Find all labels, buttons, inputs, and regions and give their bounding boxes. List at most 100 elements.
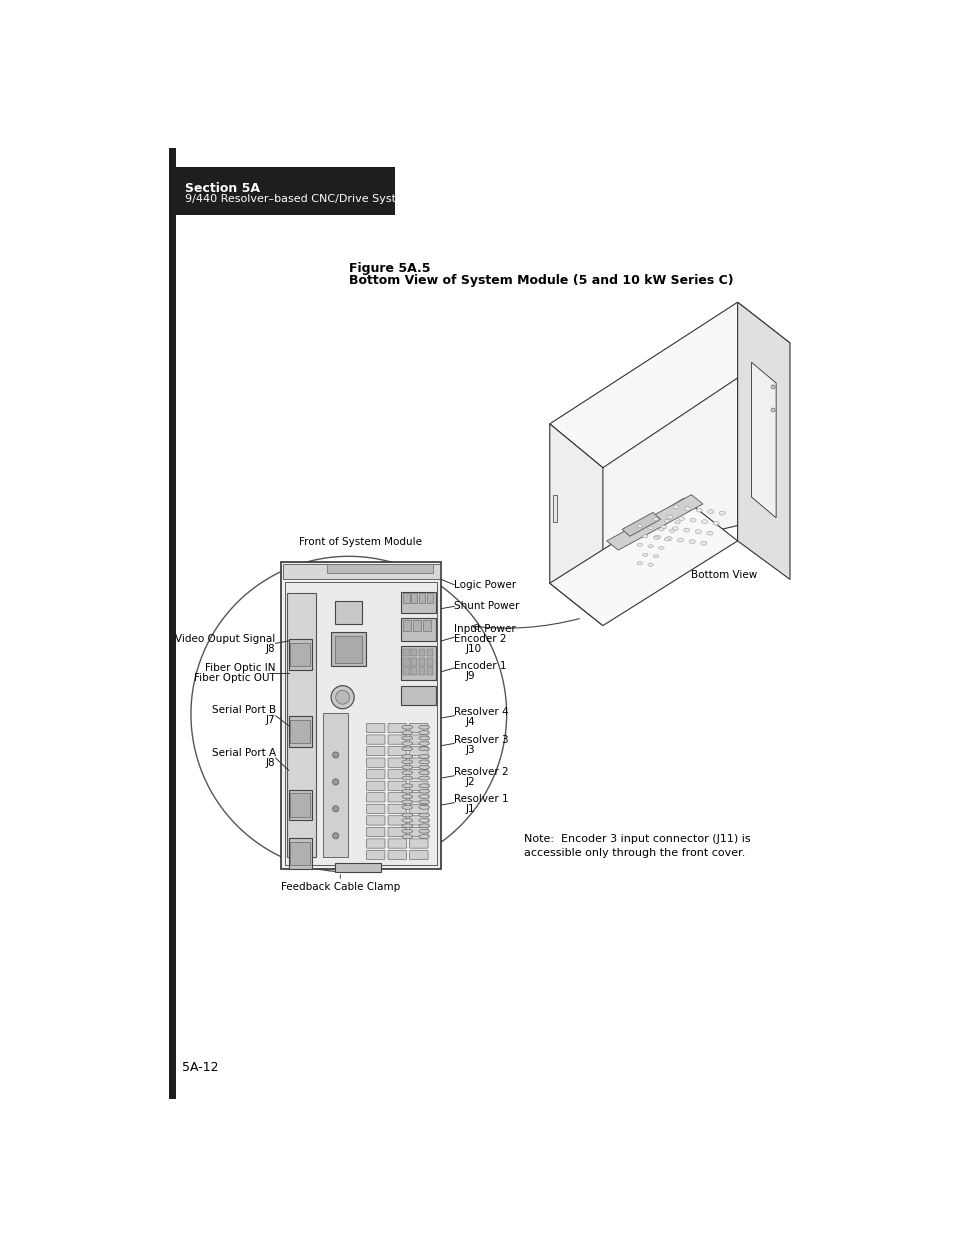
Ellipse shape: [401, 784, 413, 788]
Bar: [335, 636, 361, 662]
FancyBboxPatch shape: [409, 758, 428, 767]
Ellipse shape: [401, 800, 413, 804]
Polygon shape: [737, 314, 781, 566]
Text: 5A-12: 5A-12: [181, 1061, 218, 1073]
FancyBboxPatch shape: [366, 782, 385, 790]
FancyBboxPatch shape: [388, 724, 406, 732]
Bar: [323, 713, 348, 857]
Ellipse shape: [637, 562, 642, 564]
FancyBboxPatch shape: [409, 769, 428, 779]
Text: Bottom View: Bottom View: [691, 571, 757, 580]
Text: Resolver 4: Resolver 4: [454, 706, 508, 716]
FancyBboxPatch shape: [409, 782, 428, 790]
FancyBboxPatch shape: [409, 827, 428, 836]
Ellipse shape: [401, 725, 413, 729]
Ellipse shape: [663, 520, 669, 522]
Circle shape: [770, 408, 774, 412]
Ellipse shape: [401, 794, 413, 799]
Bar: [426, 648, 433, 656]
FancyBboxPatch shape: [366, 839, 385, 848]
Ellipse shape: [401, 813, 413, 816]
FancyBboxPatch shape: [366, 735, 385, 745]
FancyBboxPatch shape: [366, 724, 385, 732]
Ellipse shape: [401, 755, 413, 758]
Bar: [400, 685, 436, 705]
Ellipse shape: [647, 526, 653, 530]
Text: Front of System Module: Front of System Module: [298, 537, 421, 547]
FancyBboxPatch shape: [388, 804, 406, 814]
FancyBboxPatch shape: [388, 735, 406, 745]
Bar: [281, 562, 440, 869]
Bar: [411, 658, 416, 666]
Ellipse shape: [418, 755, 429, 758]
FancyBboxPatch shape: [409, 839, 428, 848]
Ellipse shape: [653, 555, 658, 558]
Ellipse shape: [688, 540, 695, 543]
Bar: [290, 842, 310, 864]
FancyBboxPatch shape: [388, 746, 406, 756]
Ellipse shape: [401, 760, 413, 763]
Bar: [289, 716, 312, 747]
Ellipse shape: [401, 766, 413, 769]
Ellipse shape: [658, 527, 663, 531]
Circle shape: [333, 779, 338, 785]
Circle shape: [333, 805, 338, 811]
Ellipse shape: [689, 519, 696, 522]
FancyBboxPatch shape: [388, 758, 406, 767]
Ellipse shape: [700, 520, 707, 524]
Ellipse shape: [707, 510, 713, 514]
FancyBboxPatch shape: [366, 851, 385, 860]
Polygon shape: [549, 499, 737, 626]
FancyBboxPatch shape: [388, 816, 406, 825]
Ellipse shape: [677, 538, 683, 542]
Text: Serial Port A: Serial Port A: [212, 747, 275, 757]
Text: Fiber Optic IN: Fiber Optic IN: [205, 663, 275, 673]
FancyBboxPatch shape: [388, 839, 406, 848]
Ellipse shape: [418, 784, 429, 788]
Ellipse shape: [642, 535, 647, 537]
Ellipse shape: [700, 541, 706, 545]
Ellipse shape: [401, 805, 413, 809]
Ellipse shape: [401, 819, 413, 823]
Text: Feedback Cable Clamp: Feedback Cable Clamp: [280, 882, 399, 892]
Text: Encoder 2: Encoder 2: [454, 635, 506, 645]
Ellipse shape: [712, 521, 719, 525]
Ellipse shape: [418, 776, 429, 781]
Bar: [426, 593, 433, 603]
Bar: [411, 593, 416, 603]
FancyBboxPatch shape: [388, 851, 406, 860]
Text: J7: J7: [266, 715, 275, 725]
Ellipse shape: [401, 731, 413, 735]
FancyBboxPatch shape: [409, 816, 428, 825]
Circle shape: [333, 752, 338, 758]
Ellipse shape: [418, 835, 429, 839]
Text: Encoder 1: Encoder 1: [454, 662, 506, 672]
Ellipse shape: [659, 525, 666, 529]
Bar: [418, 658, 425, 666]
FancyBboxPatch shape: [366, 804, 385, 814]
Ellipse shape: [637, 525, 642, 527]
Text: Input Power: Input Power: [454, 625, 516, 635]
Text: J1: J1: [465, 804, 475, 814]
Text: J9: J9: [465, 672, 475, 682]
Bar: [400, 646, 436, 680]
Bar: [175, 168, 395, 215]
Circle shape: [354, 643, 361, 651]
Bar: [413, 620, 420, 631]
Polygon shape: [560, 314, 737, 568]
Ellipse shape: [401, 747, 413, 751]
FancyBboxPatch shape: [388, 782, 406, 790]
Bar: [400, 618, 436, 641]
Ellipse shape: [653, 536, 658, 540]
Text: Serial Port B: Serial Port B: [212, 705, 275, 715]
Ellipse shape: [695, 530, 700, 534]
Ellipse shape: [683, 529, 689, 532]
Ellipse shape: [401, 824, 413, 827]
Circle shape: [331, 685, 354, 709]
Bar: [400, 592, 436, 614]
Ellipse shape: [401, 741, 413, 746]
Text: Video Ouput Signal: Video Ouput Signal: [175, 634, 275, 643]
Bar: [411, 667, 416, 674]
Bar: [411, 648, 416, 656]
Bar: [403, 658, 409, 666]
